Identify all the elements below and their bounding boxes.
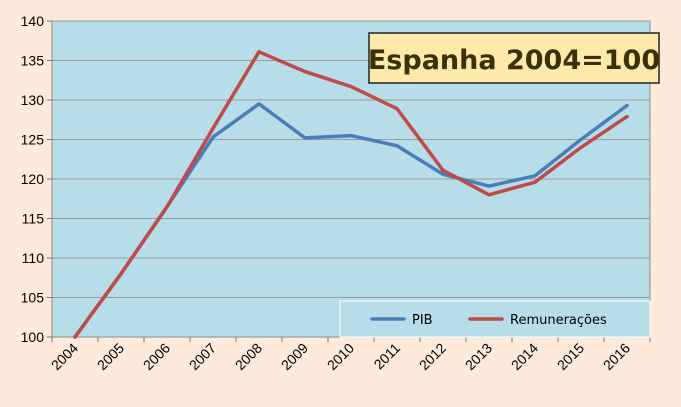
data-point bbox=[533, 174, 537, 178]
series-lines bbox=[73, 50, 629, 339]
legend-label-pib: PIB bbox=[412, 313, 433, 328]
data-point bbox=[395, 107, 399, 111]
data-point bbox=[211, 135, 215, 139]
data-point bbox=[579, 137, 583, 142]
y-tick-label: 125 bbox=[21, 132, 45, 148]
data-point bbox=[579, 145, 583, 149]
data-point bbox=[211, 126, 215, 131]
data-point bbox=[441, 172, 445, 176]
data-point bbox=[441, 168, 445, 172]
data-point bbox=[533, 180, 537, 184]
y-tick-label: 110 bbox=[22, 250, 45, 266]
data-point bbox=[625, 114, 629, 119]
data-point bbox=[349, 133, 353, 138]
data-point bbox=[73, 335, 77, 339]
chart-title: Espanha 2004=100 bbox=[368, 45, 660, 76]
data-point bbox=[625, 103, 629, 108]
legend: PIB Remunerações bbox=[339, 300, 651, 338]
data-point bbox=[119, 272, 123, 276]
y-tick-label: 100 bbox=[21, 329, 45, 345]
y-tick-label: 115 bbox=[22, 211, 45, 227]
y-tick-label: 130 bbox=[21, 92, 45, 108]
data-point bbox=[487, 193, 491, 197]
data-point bbox=[257, 50, 261, 54]
y-tick-label: 140 bbox=[21, 13, 45, 29]
y-tick-label: 135 bbox=[21, 53, 45, 69]
data-point bbox=[487, 184, 491, 188]
y-tick-label: 120 bbox=[21, 171, 45, 187]
data-point bbox=[395, 144, 399, 148]
data-point bbox=[303, 136, 307, 140]
title-box-background bbox=[368, 32, 660, 84]
gridlines bbox=[52, 20, 650, 298]
data-point bbox=[303, 69, 307, 74]
title-box: Espanha 2004=100 bbox=[368, 32, 660, 84]
data-point bbox=[257, 102, 261, 106]
data-point bbox=[165, 205, 169, 209]
data-point bbox=[349, 84, 353, 89]
legend-label-remuneracoes: Remunerações bbox=[510, 313, 607, 328]
y-tick-label: 105 bbox=[21, 290, 45, 306]
